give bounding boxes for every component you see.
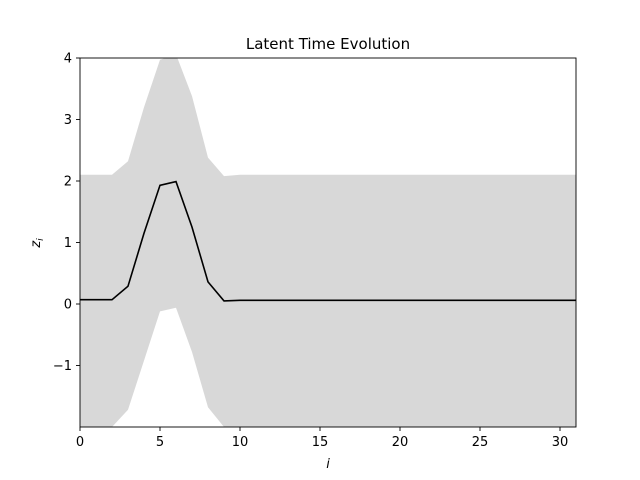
x-tick-label: 30 (552, 435, 569, 450)
mean-line (80, 180, 576, 302)
plot-area (80, 58, 576, 427)
y-axis-label-subscript: i (36, 238, 46, 241)
y-tick-label: 1 (64, 236, 72, 251)
y-axis-label-main: z (29, 240, 44, 249)
y-tick-label: 2 (64, 175, 72, 190)
x-axis-label: i (326, 457, 330, 472)
y-tick-label: 3 (64, 113, 72, 128)
x-tick-label: 5 (156, 435, 164, 450)
x-tick-label: 25 (472, 435, 489, 450)
x-tick-label: 10 (232, 435, 249, 450)
x-tick-label: 15 (312, 435, 329, 450)
chart-title: Latent Time Evolution (246, 35, 410, 53)
y-axis-label: zi (29, 238, 46, 249)
y-tick-label: 0 (64, 298, 72, 313)
y-tick-label: 4 (64, 52, 72, 67)
x-tick-label: 20 (392, 435, 409, 450)
uncertainty-band (80, 58, 576, 427)
x-tick-label: 0 (76, 435, 84, 450)
y-axis-ticks: −1 0 1 2 3 4 (53, 52, 80, 374)
x-axis-ticks: 0 5 10 15 20 25 30 (76, 427, 568, 450)
y-tick-label: −1 (53, 359, 72, 374)
